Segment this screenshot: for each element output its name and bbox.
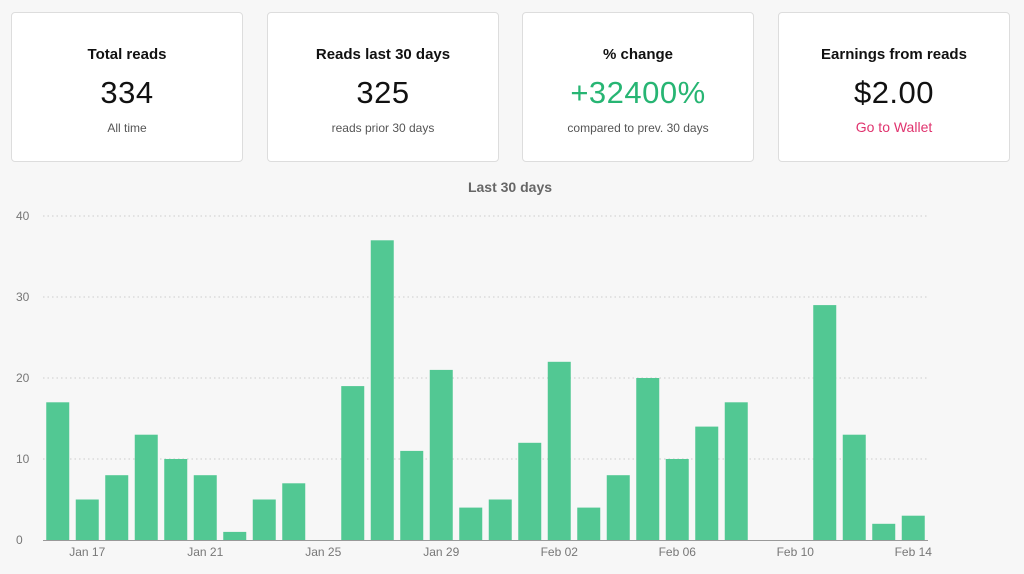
bar xyxy=(665,459,689,540)
x-tick-label: Feb 10 xyxy=(777,545,815,559)
bar xyxy=(46,402,70,540)
bar xyxy=(872,523,896,540)
reads-last-30-days-card: Reads last 30 days 325 reads prior 30 da… xyxy=(267,12,499,162)
stats-row: Total reads 334 All time Reads last 30 d… xyxy=(11,12,1011,164)
card-label: Total reads xyxy=(87,46,167,63)
chart-title: Last 30 days xyxy=(467,179,553,195)
card-label: % change xyxy=(602,46,674,63)
bar xyxy=(370,240,394,541)
bar xyxy=(134,434,158,540)
total-reads-card: Total reads 334 All time xyxy=(11,12,243,162)
bar xyxy=(75,499,99,540)
bar xyxy=(282,483,306,540)
bar xyxy=(341,386,365,540)
x-tick-label: Jan 21 xyxy=(187,545,223,559)
bar xyxy=(459,507,483,540)
bar xyxy=(223,531,247,540)
percent-change-card: % change +32400% compared to prev. 30 da… xyxy=(522,12,754,162)
card-label: Earnings from reads xyxy=(821,46,967,63)
x-tick-label: Feb 14 xyxy=(895,545,933,559)
bar xyxy=(252,499,276,540)
bar xyxy=(488,499,512,540)
bar xyxy=(400,450,424,540)
card-value: 334 xyxy=(100,75,154,110)
x-tick-label: Jan 29 xyxy=(423,545,459,559)
x-tick-label: Feb 06 xyxy=(659,545,697,559)
bar xyxy=(842,434,866,540)
card-value: $2.00 xyxy=(853,75,935,110)
bar xyxy=(813,305,837,540)
bar xyxy=(547,361,571,540)
earnings-card: Earnings from reads $2.00 Go to Wallet xyxy=(778,12,1010,162)
card-subtitle: compared to prev. 30 days xyxy=(567,121,709,135)
card-subtitle: reads prior 30 days xyxy=(331,121,435,135)
reads-bar-chart: 0 10 20 30 40 Jan 17 Jan 21 Jan 25 Jan 29 Feb 02 F… xyxy=(16,209,933,559)
bar xyxy=(695,426,719,540)
y-tick-label: 20 xyxy=(16,371,30,385)
bar xyxy=(606,475,630,540)
bar xyxy=(577,507,601,540)
y-tick-label: 30 xyxy=(16,290,30,304)
bar xyxy=(429,369,453,540)
x-tick-label: Jan 17 xyxy=(69,545,105,559)
bar xyxy=(193,475,217,540)
card-subtitle: All time xyxy=(107,121,147,135)
bar xyxy=(105,475,129,540)
x-tick-label: Feb 02 xyxy=(541,545,579,559)
card-value: 325 xyxy=(356,75,410,110)
bar xyxy=(518,442,542,540)
bar xyxy=(636,378,660,540)
y-tick-label: 0 xyxy=(16,533,23,547)
y-tick-label: 10 xyxy=(16,452,30,466)
bar xyxy=(724,402,748,540)
card-value: +32400% xyxy=(570,75,706,110)
y-tick-label: 40 xyxy=(16,209,30,223)
bar xyxy=(901,515,925,540)
bar xyxy=(164,459,188,540)
go-to-wallet-link[interactable]: Go to Wallet xyxy=(855,119,933,135)
card-label: Reads last 30 days xyxy=(315,46,451,63)
x-tick-label: Jan 25 xyxy=(305,545,341,559)
